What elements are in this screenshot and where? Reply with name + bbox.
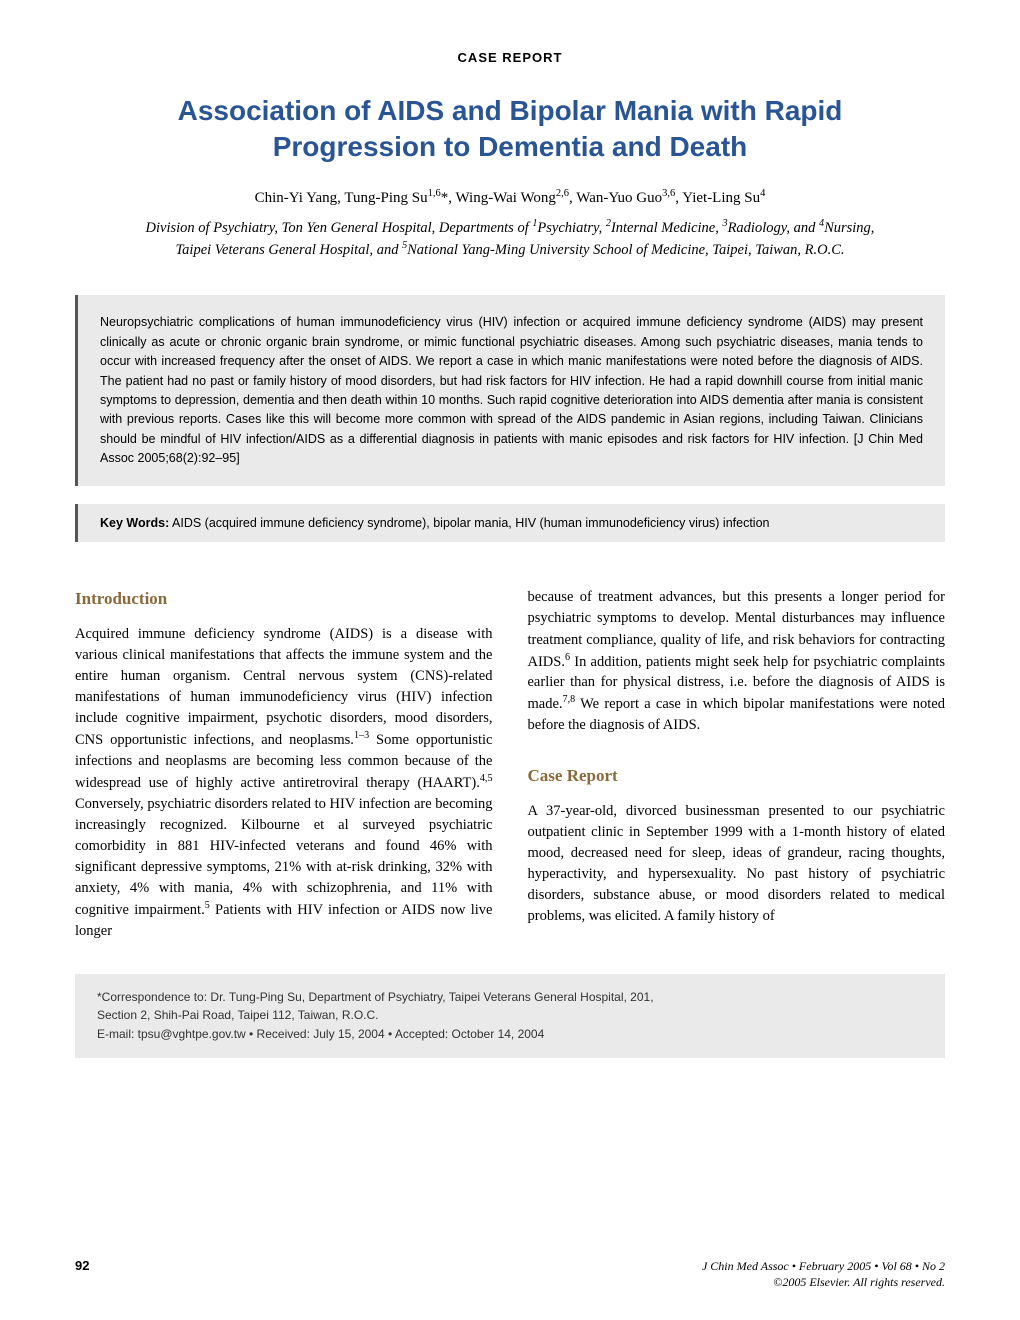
- case-report-text: A 37-year-old, divorced businessman pres…: [528, 801, 946, 927]
- correspondence-line-3: E-mail: tpsu@vghtpe.gov.tw • Received: J…: [97, 1025, 923, 1044]
- footer-journal: J Chin Med Assoc • February 2005 • Vol 6…: [702, 1258, 945, 1274]
- correspondence-box: *Correspondence to: Dr. Tung-Ping Su, De…: [75, 974, 945, 1058]
- column-right: because of treatment advances, but this …: [528, 587, 946, 941]
- page-number: 92: [75, 1258, 89, 1290]
- keywords-text: AIDS (acquired immune deficiency syndrom…: [169, 516, 769, 530]
- case-report-label: CASE REPORT: [75, 50, 945, 65]
- authors-line: Chin-Yi Yang, Tung-Ping Su1,6*, Wing-Wai…: [75, 188, 945, 207]
- case-report-heading: Case Report: [528, 764, 946, 789]
- correspondence-line-1: *Correspondence to: Dr. Tung-Ping Su, De…: [97, 988, 923, 1007]
- keywords-box: Key Words: AIDS (acquired immune deficie…: [75, 504, 945, 542]
- keywords-label: Key Words:: [100, 516, 169, 530]
- introduction-continued: because of treatment advances, but this …: [528, 587, 946, 736]
- footer-right: J Chin Med Assoc • February 2005 • Vol 6…: [702, 1258, 945, 1290]
- column-left: Introduction Acquired immune deficiency …: [75, 587, 493, 941]
- body-columns: Introduction Acquired immune deficiency …: [75, 587, 945, 941]
- introduction-heading: Introduction: [75, 587, 493, 612]
- affiliations: Division of Psychiatry, Ton Yen General …: [75, 217, 945, 261]
- abstract-box: Neuropsychiatric complications of human …: [75, 295, 945, 486]
- page-footer: 92 J Chin Med Assoc • February 2005 • Vo…: [75, 1258, 945, 1290]
- article-title: Association of AIDS and Bipolar Mania wi…: [75, 93, 945, 166]
- footer-copyright: ©2005 Elsevier. All rights reserved.: [702, 1274, 945, 1290]
- correspondence-line-2: Section 2, Shih-Pai Road, Taipei 112, Ta…: [97, 1006, 923, 1025]
- introduction-text: Acquired immune deficiency syndrome (AID…: [75, 624, 493, 942]
